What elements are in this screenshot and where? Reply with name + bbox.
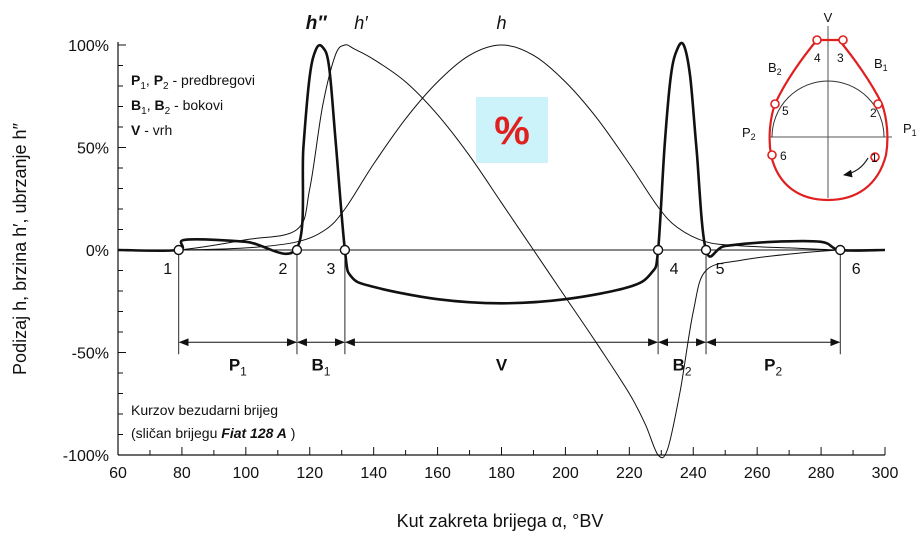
cam-point-1 [870, 152, 880, 162]
cam-base-circle-arc [771, 80, 885, 138]
cam-profile-diagram: V B1 B2 P1 P2 1 2 3 4 5 6 [742, 10, 917, 202]
cam-point-4 [812, 35, 822, 45]
y-tick-label: 100% [68, 38, 109, 55]
x-tick-label: 240 [680, 465, 707, 482]
key-points: 1 2 3 4 5 6 [163, 244, 861, 278]
key-point-2 [291, 244, 303, 256]
cam-label-B1: B1 [874, 56, 888, 73]
key-point-1 [173, 244, 184, 256]
legend-line-bokovi: B1, B2 - bokovi [131, 97, 223, 117]
segment-label-P1: P1 [229, 355, 247, 378]
key-point-6 [835, 244, 846, 256]
cam-note: Kurzov bezudarni brijeg (sličan brijegu … [131, 402, 295, 441]
segment-label-P2: P2 [764, 355, 782, 378]
key-point-4 [652, 244, 664, 256]
x-tick-label: 200 [552, 465, 579, 482]
segment-label-V: V [496, 355, 508, 374]
x-axis-title: Kut zakreta brijega α, °BV [397, 511, 604, 531]
cam-num-4: 4 [814, 51, 821, 65]
note-line-1: Kurzov bezudarni brijeg [131, 402, 278, 418]
legend: P1, P2 - predbregovi B1, B2 - bokovi V -… [131, 72, 255, 138]
cam-label-P1: P1 [903, 121, 917, 138]
cam-num-6: 6 [780, 149, 787, 163]
y-tick-label: 50% [77, 141, 109, 158]
x-tick-label: 100 [232, 465, 259, 482]
x-tick-label: 300 [872, 465, 899, 482]
cam-point-3 [838, 35, 848, 45]
note-line-2: (sličan brijegu Fiat 128 A ) [131, 425, 295, 441]
series-label-h-prime: h′ [354, 13, 368, 33]
key-point-3 [339, 244, 351, 256]
legend-line-vrh: V - vrh [131, 122, 172, 138]
cam-label-B2: B2 [768, 60, 782, 77]
cam-num-5: 5 [782, 104, 789, 118]
cam-point-2 [873, 99, 883, 109]
segment-label-B2: B2 [673, 355, 692, 378]
cam-label-V: V [824, 10, 833, 25]
x-tick-label: 140 [360, 465, 387, 482]
cam-num-1: 1 [871, 151, 878, 165]
cam-point-5 [770, 99, 780, 109]
key-point-label-4: 4 [670, 261, 679, 278]
key-point-label-2: 2 [279, 261, 288, 278]
percent-badge-bg [476, 97, 548, 163]
x-tick-label: 120 [296, 465, 323, 482]
y-axis-ticks: 100% 50% 0% -50% -100% [63, 38, 126, 465]
cam-label-P2: P2 [742, 125, 756, 142]
series-line-h-double-prime [117, 41, 886, 305]
percent-badge-text: % [494, 109, 530, 153]
rotation-arrow [843, 157, 869, 178]
y-axis-title: Podizaj h, brzina h′, ubrzanje h″ [10, 122, 30, 375]
segment-dimensions: P1 B1 V B2 P2 [178, 250, 841, 378]
y-tick-label: 0% [86, 243, 109, 260]
series-label-h: h [496, 13, 506, 33]
x-tick-label: 60 [109, 465, 127, 482]
key-point-label-6: 6 [852, 261, 861, 278]
x-tick-label: 180 [488, 465, 515, 482]
cam-num-3: 3 [837, 51, 844, 65]
percent-badge: % [476, 97, 548, 163]
x-tick-label: 160 [424, 465, 451, 482]
x-tick-label: 280 [808, 465, 835, 482]
x-tick-label: 80 [173, 465, 191, 482]
series-labels: h h′ h″ [306, 13, 507, 34]
series-line-h-prime [117, 44, 886, 459]
key-point-label-5: 5 [716, 261, 725, 278]
cam-num-2: 2 [870, 106, 877, 120]
y-tick-label: -100% [63, 448, 109, 465]
x-axis-ticks: 60 80 100 120 140 160 180 200 220 240 260 280 300 [109, 447, 898, 482]
series-line-h [117, 44, 886, 251]
legend-line-predbregovi: P1, P2 - predbregovi [131, 72, 255, 92]
cam-point-6 [767, 150, 777, 160]
x-tick-label: 220 [616, 465, 643, 482]
key-point-label-3: 3 [326, 261, 335, 278]
series-label-h-double-prime: h″ [306, 13, 328, 34]
key-point-5 [700, 244, 712, 256]
series-layer [117, 41, 886, 459]
y-tick-label: -50% [72, 346, 109, 363]
x-tick-label: 260 [744, 465, 771, 482]
segment-label-B1: B1 [311, 355, 330, 378]
key-point-label-1: 1 [163, 261, 172, 278]
